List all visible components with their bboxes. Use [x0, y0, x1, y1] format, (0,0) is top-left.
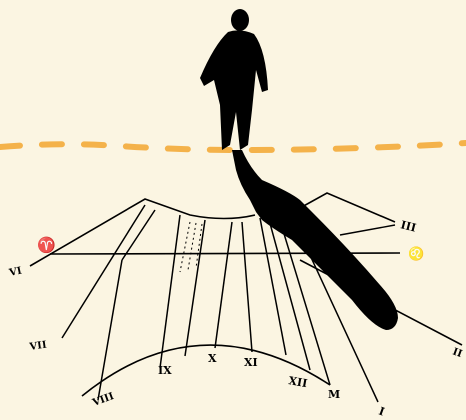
walking-person-silhouette — [200, 9, 268, 150]
hour-label-vi: VI — [7, 266, 23, 280]
dial-right-edge — [299, 192, 396, 223]
hour-label-x: X — [208, 352, 217, 365]
hour-label-iii: III — [399, 218, 417, 234]
hour-label-ii: II — [451, 346, 464, 360]
aries-sign-label: ♈ — [37, 236, 56, 254]
horizon-dashed-line — [0, 140, 466, 154]
dial-hatching — [179, 221, 203, 273]
dial-outer-curve — [81, 344, 331, 397]
leo-sign-label: ♌ — [408, 246, 424, 262]
hour-label-ix: IX — [158, 364, 172, 377]
hour-label-viii: VIII — [90, 391, 115, 409]
cast-shadow-silhouette — [232, 150, 398, 330]
dial-left-edge — [29, 198, 256, 267]
m-label: M — [328, 388, 340, 401]
hour-label-vii: VII — [28, 340, 48, 353]
hour-label-xii: XII — [287, 374, 308, 390]
dial-right-upper-line — [339, 224, 396, 236]
hour-label-i: I — [377, 405, 386, 419]
hour-label-xi: XI — [244, 356, 258, 369]
